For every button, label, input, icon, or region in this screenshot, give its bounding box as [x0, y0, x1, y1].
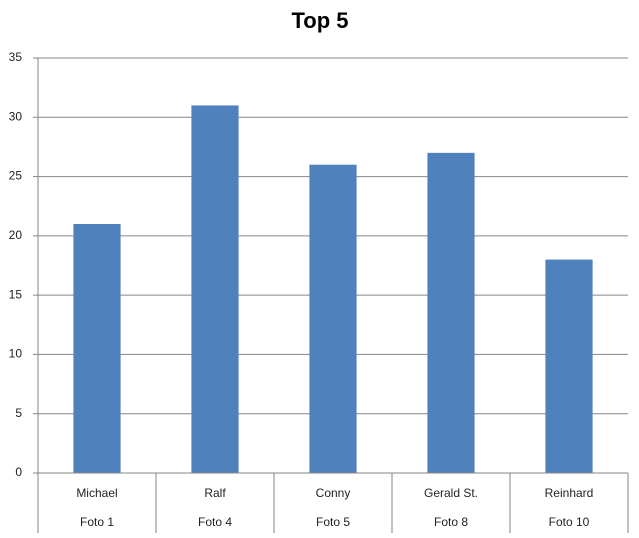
y-tick-label: 20: [9, 228, 23, 242]
y-tick-label: 0: [15, 465, 22, 479]
chart-title: Top 5: [291, 8, 348, 33]
y-tick-label: 25: [9, 169, 23, 183]
x-group-label: Foto 10: [549, 515, 590, 529]
x-tick-label: Ralf: [204, 486, 226, 500]
x-tick-label: Conny: [316, 486, 351, 500]
x-group-label: Foto 1: [80, 515, 114, 529]
y-tick-label: 15: [9, 287, 23, 301]
x-group-label: Foto 8: [434, 515, 468, 529]
bar: [545, 259, 593, 473]
x-tick-label: Reinhard: [545, 486, 594, 500]
x-group-label: Foto 5: [316, 515, 350, 529]
y-tick-label: 5: [15, 406, 22, 420]
bar: [427, 152, 475, 473]
y-tick-label: 30: [9, 109, 23, 123]
bar: [309, 164, 357, 473]
x-tick-label: Michael: [76, 486, 117, 500]
bar: [73, 224, 121, 473]
bar: [191, 105, 239, 473]
x-group-label: Foto 4: [198, 515, 232, 529]
x-tick-label: Gerald St.: [424, 486, 478, 500]
y-tick-label: 10: [9, 347, 23, 361]
y-tick-label: 35: [9, 50, 23, 64]
